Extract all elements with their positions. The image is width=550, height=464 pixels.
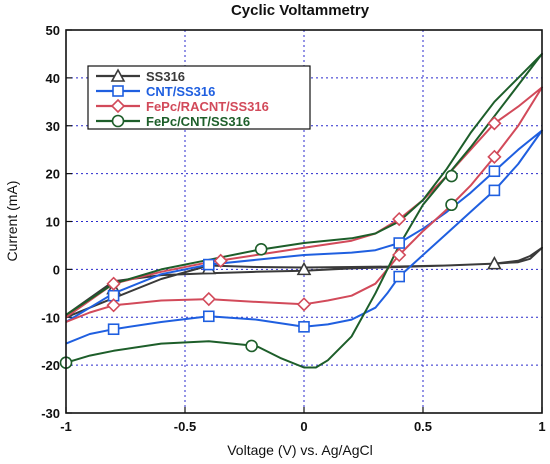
series-line-circle xyxy=(65,52,543,369)
data-point-diamond xyxy=(487,116,502,131)
x-tick-label: 0.5 xyxy=(414,419,432,434)
data-point-diamond xyxy=(392,247,407,263)
data-point-square xyxy=(393,237,406,249)
y-tick-labels: -30 -20 -10 0 10 20 30 40 50 xyxy=(41,23,60,421)
data-point-triangle xyxy=(487,255,502,270)
y-axis-label: Current (mA) xyxy=(4,181,20,262)
grid xyxy=(65,29,543,414)
legend-marker-square xyxy=(112,85,124,97)
data-point-diamond xyxy=(106,276,121,291)
series-line-diamond xyxy=(65,86,543,323)
data-point-circle xyxy=(445,198,458,212)
series-markers xyxy=(59,116,502,370)
x-axis-label: Voltage (V) vs. Ag/AgCl xyxy=(227,442,373,458)
y-tick-label: 10 xyxy=(46,215,60,230)
x-tick-label: -0.5 xyxy=(174,419,196,434)
data-point-diamond xyxy=(106,298,121,313)
legend-marker-diamond xyxy=(110,98,126,114)
y-tick-label: 40 xyxy=(46,71,60,86)
data-point-square xyxy=(107,323,120,336)
legend-label: FePc/CNT/SS316 xyxy=(146,114,250,129)
data-point-square xyxy=(298,321,310,333)
data-point-circle xyxy=(254,242,268,256)
y-tick-label: 20 xyxy=(46,167,60,182)
data-point-diamond xyxy=(296,297,312,312)
y-tick-label: 0 xyxy=(53,262,60,277)
data-point-circle xyxy=(245,339,258,353)
legend-label: CNT/SS316 xyxy=(146,84,215,99)
data-point-diamond xyxy=(201,291,216,307)
data-point-square xyxy=(488,184,501,197)
data-point-diamond xyxy=(487,149,502,165)
data-point-diamond xyxy=(392,211,407,227)
y-tick-label: 30 xyxy=(46,119,60,134)
chart-title: Cyclic Voltammetry xyxy=(231,2,370,19)
data-point-square xyxy=(393,270,406,283)
data-point-circle xyxy=(445,169,458,183)
y-tick-label: 50 xyxy=(46,23,60,38)
x-tick-label: -1 xyxy=(60,419,72,434)
x-tick-label: 1 xyxy=(538,419,545,434)
legend: SS316CNT/SS316FePc/RACNT/SS316FePc/CNT/S… xyxy=(87,65,311,130)
x-tick-labels: -1 -0.5 0 0.5 1 xyxy=(60,419,545,434)
plot-frame xyxy=(65,29,543,414)
legend-label: SS316 xyxy=(146,69,185,84)
y-tick-label: -10 xyxy=(41,310,60,325)
data-point-square xyxy=(488,165,501,178)
legend-label: FePc/RACNT/SS316 xyxy=(146,99,269,114)
series-line-square xyxy=(65,129,543,345)
y-tick-label: -30 xyxy=(41,406,60,421)
legend-marker-circle xyxy=(111,114,125,128)
data-point-square xyxy=(203,310,215,323)
x-tick-label: 0 xyxy=(300,419,307,434)
data-point-triangle xyxy=(296,261,312,276)
legend-marker-triangle xyxy=(110,68,126,82)
data-point-square xyxy=(203,258,215,271)
data-point-diamond xyxy=(213,253,228,268)
y-tick-label: -20 xyxy=(41,358,60,373)
